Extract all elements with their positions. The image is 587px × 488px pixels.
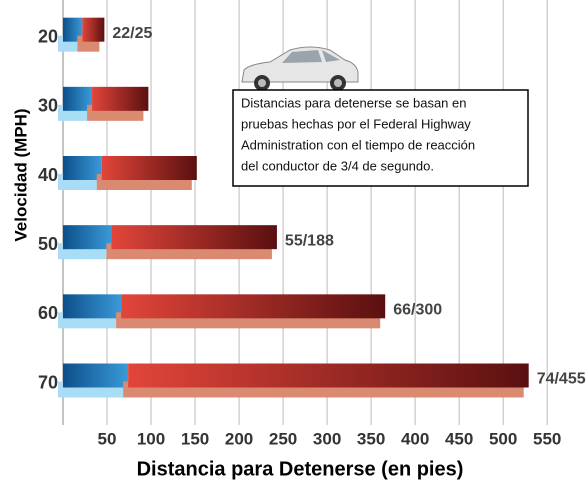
annotation-line: Administration con el tiempo de reacción xyxy=(241,137,475,152)
bar xyxy=(82,17,105,42)
category-label: 60 xyxy=(38,303,58,323)
y-axis-label: Velocidad (MPH) xyxy=(11,108,30,241)
bar-label: 55/188 xyxy=(285,232,334,249)
category-label: 40 xyxy=(38,165,58,185)
x-tick-label: 300 xyxy=(313,429,341,448)
x-tick-label: 350 xyxy=(357,429,385,448)
x-tick-label: 500 xyxy=(489,429,517,448)
car-icon xyxy=(241,46,359,91)
x-tick-label: 200 xyxy=(225,429,253,448)
category-label: 20 xyxy=(38,26,58,46)
bar xyxy=(92,86,149,111)
category-label: 30 xyxy=(38,96,58,116)
bar-label: 66/300 xyxy=(393,302,442,319)
x-tick-label: 400 xyxy=(401,429,429,448)
x-tick-label: 50 xyxy=(98,429,117,448)
annotation-line: Distancias para detenerse se basan en xyxy=(241,95,466,110)
bar-label: 74/455 xyxy=(537,371,586,388)
x-tick-label: 550 xyxy=(533,429,561,448)
annotation: Distancias para detenerse se basan en pru… xyxy=(241,95,475,173)
category-label: 70 xyxy=(38,372,58,392)
x-tick-label: 150 xyxy=(181,429,209,448)
annotation-line: pruebas hechas por el Federal Highway xyxy=(241,116,471,131)
bar xyxy=(128,363,529,388)
bar xyxy=(63,225,112,250)
bar-label: 22/25 xyxy=(112,25,152,42)
bar xyxy=(63,156,102,180)
x-axis-label: Distancia para Detenerse (en pies) xyxy=(137,458,464,480)
bar xyxy=(101,156,197,180)
bar xyxy=(111,225,277,250)
annotation-line: del conductor de 3/4 de segundo. xyxy=(241,158,434,173)
bar xyxy=(121,294,386,319)
bar xyxy=(63,294,122,319)
x-tick-label: 100 xyxy=(137,429,165,448)
grid: 50 100 150 200 250 300 350 400 450 500 550 xyxy=(62,0,561,448)
bars: 20 22/25 30 40 50 55/188 60 66/300 70 74/455 xyxy=(38,17,586,398)
bar xyxy=(63,17,83,42)
x-tick-label: 250 xyxy=(269,429,297,448)
x-tick-label: 450 xyxy=(445,429,473,448)
annotation-box xyxy=(232,89,529,187)
category-label: 50 xyxy=(38,234,58,254)
bar xyxy=(63,363,129,388)
